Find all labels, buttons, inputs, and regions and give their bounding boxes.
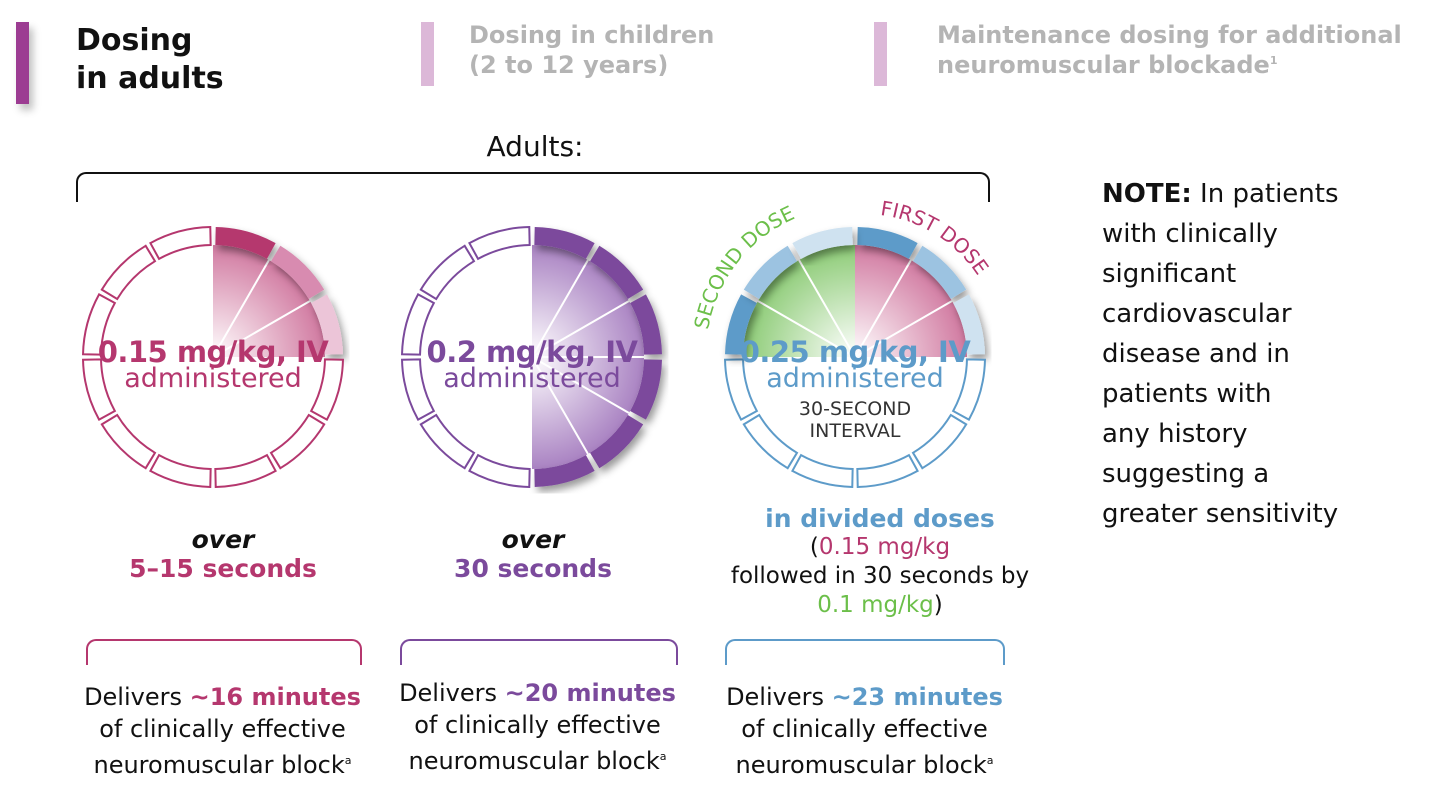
dial-segment bbox=[468, 453, 531, 488]
dial-segment bbox=[590, 245, 644, 299]
dial-segment bbox=[271, 245, 325, 299]
dial-segment bbox=[419, 244, 476, 301]
dial-segment bbox=[149, 226, 212, 261]
dial-segment bbox=[100, 244, 157, 301]
dial-segment bbox=[742, 413, 799, 470]
tab-indicator bbox=[421, 22, 434, 86]
dial-segment bbox=[792, 227, 853, 259]
regimen-1: over 30 seconds bbox=[454, 525, 612, 583]
dial-segment bbox=[149, 453, 212, 488]
note-panel: NOTE: In patients with clinically signif… bbox=[1102, 179, 1339, 529]
section-label: Adults: bbox=[486, 130, 584, 163]
dial-admin: administered bbox=[124, 363, 302, 394]
dial-admin: administered bbox=[443, 363, 621, 394]
dial-segment bbox=[419, 413, 476, 470]
dial-segment bbox=[590, 415, 644, 469]
dial-segment bbox=[913, 245, 967, 299]
regimen-2: in divided doses (0.15 mg/kg followed in… bbox=[730, 504, 1030, 618]
dial-0-25-text: 0.25 mg/kg, IV administered 30-SECOND INT… bbox=[722, 335, 988, 442]
dial-segment bbox=[791, 453, 854, 488]
tab-indicator bbox=[16, 22, 29, 104]
dial-admin: administered bbox=[766, 363, 944, 394]
dial-0-15-text: 0.15 mg/kg, IV administered bbox=[83, 335, 343, 394]
section-bracket bbox=[76, 172, 990, 202]
outcome-bracket-0 bbox=[86, 639, 362, 665]
dial-segment bbox=[214, 453, 277, 488]
first-dose-wedge bbox=[855, 245, 967, 357]
dial-segment bbox=[534, 227, 595, 259]
dial-segment bbox=[401, 293, 436, 356]
dial-segment bbox=[534, 455, 595, 487]
dial-segment bbox=[269, 413, 326, 470]
dial-segment bbox=[215, 227, 276, 259]
dial-segment bbox=[743, 245, 797, 299]
dial-segment bbox=[630, 294, 662, 355]
dial-segment bbox=[911, 413, 968, 470]
dial-0-25 bbox=[724, 227, 986, 488]
dial-wedge bbox=[213, 245, 325, 357]
dial-segment bbox=[953, 294, 985, 355]
dial-segment bbox=[856, 453, 919, 488]
note-label: NOTE: bbox=[1102, 179, 1192, 209]
tab-label: Dosing in children (2 to 12 years) bbox=[469, 21, 715, 79]
tab-label: Dosing in adults bbox=[76, 23, 224, 96]
outcome-0: Delivers ~16 minutes of clinically effec… bbox=[84, 683, 361, 779]
dial-0-2 bbox=[401, 226, 662, 488]
dial-segment bbox=[630, 359, 662, 420]
interval-label: 30-SECOND INTERVAL bbox=[798, 398, 912, 442]
second-dose-wedge bbox=[743, 245, 855, 357]
dial-segment bbox=[82, 358, 117, 421]
dial-segment bbox=[725, 294, 757, 355]
dial-dose: 0.2 mg/kg, IV bbox=[426, 335, 638, 369]
dial-segment bbox=[468, 226, 531, 261]
dial-segment bbox=[857, 227, 918, 259]
dial-segment bbox=[309, 358, 344, 421]
dial-0-15 bbox=[82, 226, 344, 488]
dial-segment bbox=[724, 358, 759, 421]
dial-dose: 0.25 mg/kg, IV bbox=[739, 335, 971, 369]
dial-segment bbox=[82, 293, 117, 356]
dial-0-2-text: 0.2 mg/kg, IV administered bbox=[402, 335, 662, 394]
dial-dose: 0.15 mg/kg, IV bbox=[97, 335, 329, 369]
outcome-bracket-1 bbox=[400, 639, 678, 665]
outcome-1: Delivers ~20 minutes of clinically effec… bbox=[399, 679, 676, 775]
tab-indicator bbox=[874, 22, 887, 86]
regimen-0: over 5–15 seconds bbox=[129, 525, 317, 583]
dial-segment bbox=[311, 294, 343, 355]
tab-label: Maintenance dosing for additional neuromu… bbox=[937, 21, 1402, 79]
dial-segment bbox=[401, 358, 436, 421]
dial-segment bbox=[100, 413, 157, 470]
outcome-2: Delivers ~23 minutes of clinically effec… bbox=[726, 683, 1003, 779]
dial-segment bbox=[951, 358, 986, 421]
outcome-bracket-2 bbox=[725, 639, 1005, 665]
